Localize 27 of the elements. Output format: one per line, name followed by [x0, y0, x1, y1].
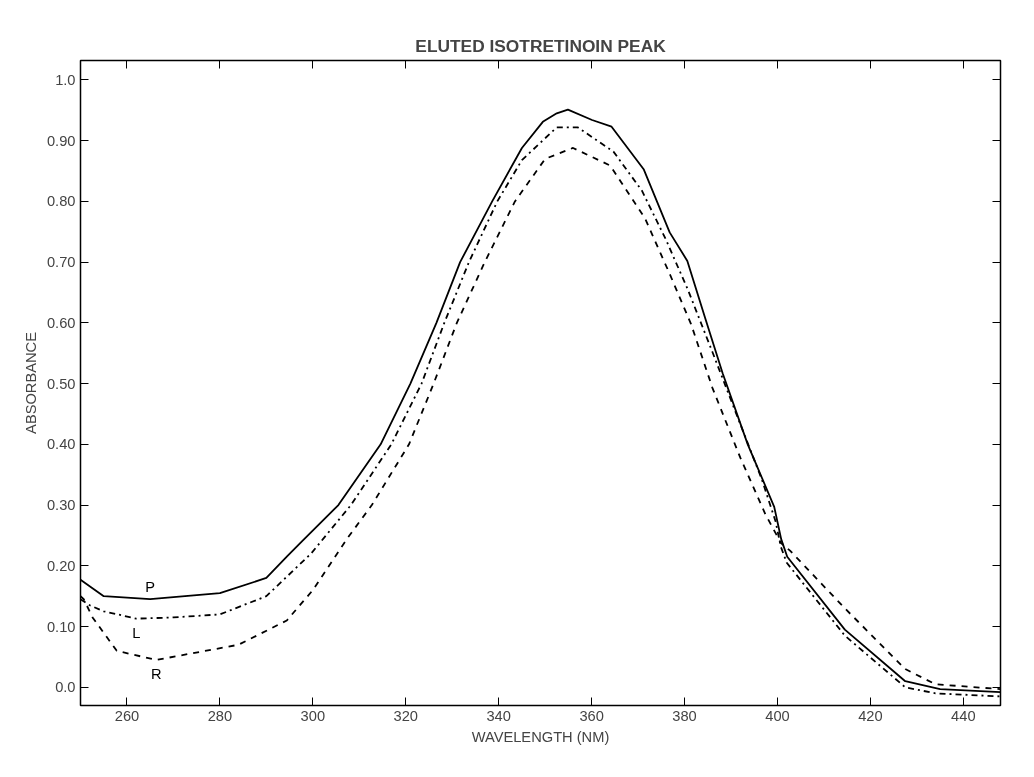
y-tick-label: 0.20 — [46, 557, 76, 574]
y-tick-label: 0.50 — [46, 375, 76, 392]
series-label: L — [132, 624, 141, 641]
x-tick-label: 440 — [951, 707, 976, 724]
y-tick-label: 0.30 — [46, 497, 76, 514]
series-label: P — [145, 579, 156, 596]
y-tick-label: 0.0 — [55, 679, 76, 696]
y-tick-label: 0.10 — [46, 618, 76, 635]
y-axis-title: ABSORBANCE — [22, 331, 39, 434]
y-tick-label: 0.80 — [46, 193, 76, 210]
chart-title: ELUTED ISOTRETINOIN PEAK — [415, 35, 667, 56]
x-tick-label: 280 — [207, 707, 233, 724]
x-tick-label: 380 — [672, 707, 697, 724]
x-tick-label: 360 — [579, 707, 604, 724]
x-tick-label: 400 — [765, 707, 790, 724]
x-tick-label: 420 — [858, 707, 883, 724]
y-tick-label: 1.0 — [55, 71, 76, 88]
y-tick-label: 0.40 — [46, 436, 76, 453]
x-tick-label: 340 — [486, 707, 511, 724]
series-label: R — [150, 665, 162, 682]
y-tick-label: 0.60 — [46, 314, 76, 331]
y-tick-label: 0.90 — [46, 132, 76, 149]
x-tick-label: 320 — [393, 707, 418, 724]
y-tick-label: 0.70 — [46, 254, 76, 271]
x-axis-title: WAVELENGTH (NM) — [471, 728, 610, 745]
x-tick-label: 300 — [300, 707, 326, 724]
x-tick-label: 260 — [114, 707, 140, 724]
